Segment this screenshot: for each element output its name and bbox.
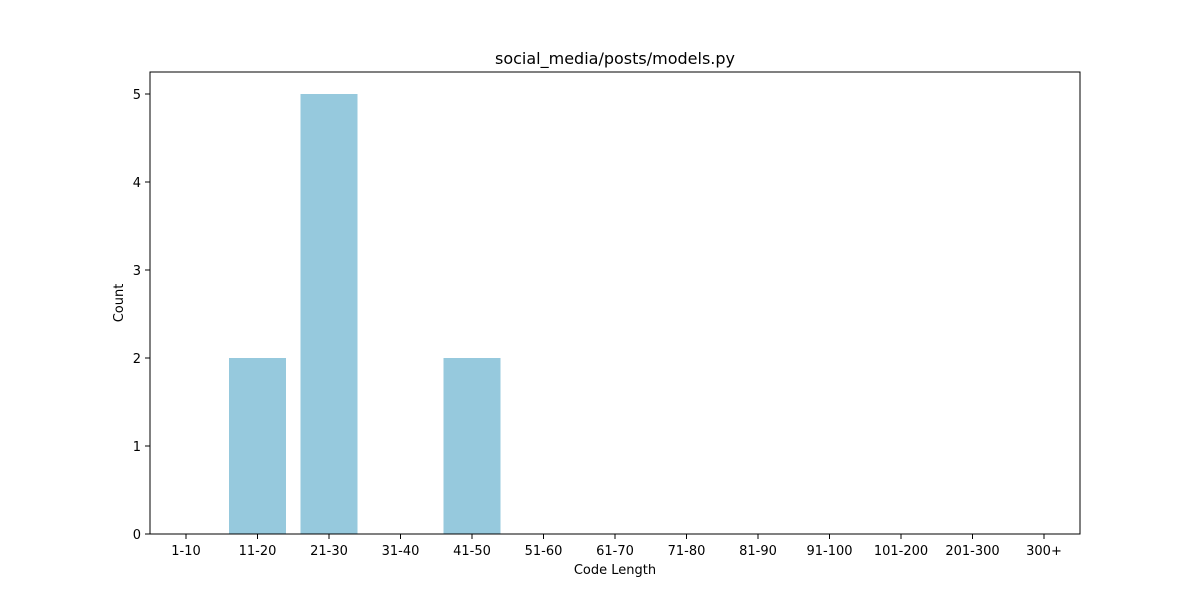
y-tick-label: 0 — [133, 528, 141, 543]
y-axis-label: Count — [112, 284, 127, 323]
x-axis-label: Code Length — [574, 563, 656, 578]
x-tick-label: 51-60 — [525, 544, 563, 559]
x-tick-label: 41-50 — [453, 544, 491, 559]
chart-title: social_media/posts/models.py — [495, 49, 735, 69]
x-tick-label: 31-40 — [382, 544, 420, 559]
y-tick-label: 2 — [133, 352, 141, 367]
x-tick-label: 21-30 — [310, 544, 348, 559]
x-tick-label: 101-200 — [874, 544, 928, 559]
plot-area-frame — [149, 71, 1081, 535]
y-tick-label: 4 — [133, 176, 141, 191]
y-tick-label: 3 — [133, 264, 141, 279]
x-tick-label: 71-80 — [668, 544, 706, 559]
bar — [443, 358, 501, 534]
x-axis-ticks: 1-10 11-20 21-30 31-40 41-50 51-60 61-70 71-80 8… — [171, 534, 1062, 559]
y-tick-label: 5 — [133, 88, 141, 103]
x-tick-label: 1-10 — [171, 544, 201, 559]
y-tick-label: 1 — [133, 440, 141, 455]
x-tick-label: 201-300 — [945, 544, 999, 559]
bar — [229, 358, 286, 534]
x-tick-label: 91-100 — [806, 544, 852, 559]
bars-layer — [229, 94, 501, 534]
x-tick-label: 61-70 — [596, 544, 634, 559]
x-tick-label: 11-20 — [239, 544, 277, 559]
x-tick-label: 300+ — [1026, 544, 1062, 559]
bar — [300, 94, 358, 534]
y-axis-ticks: 0 1 2 3 4 5 — [133, 88, 150, 543]
x-tick-label: 81-90 — [739, 544, 777, 559]
